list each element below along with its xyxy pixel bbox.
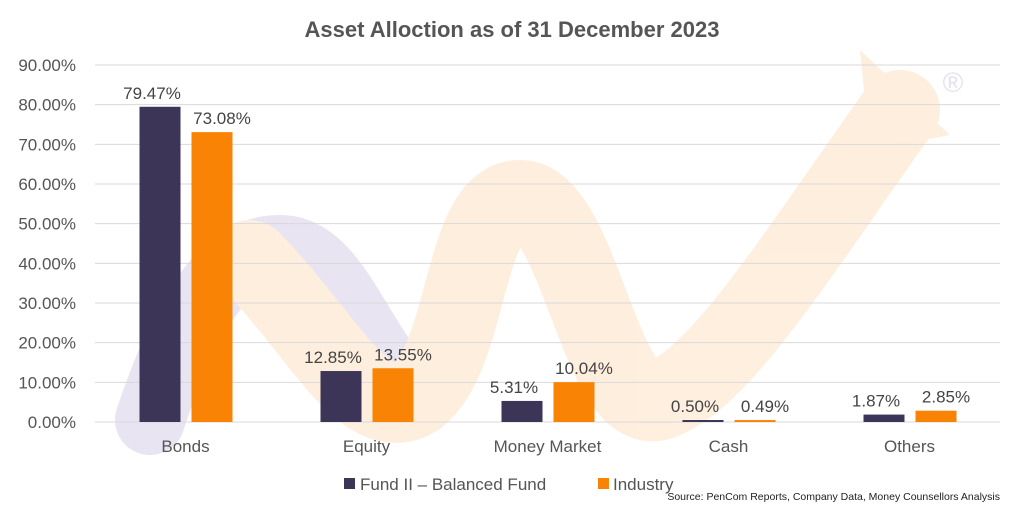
- y-tick-label: 30.00%: [18, 294, 76, 313]
- bar-industry-cash: [734, 420, 776, 422]
- legend-label-industry: Industry: [613, 475, 674, 494]
- legend-label-fund: Fund II – Balanced Fund: [360, 475, 546, 494]
- x-tick-label: Others: [884, 437, 935, 456]
- source-note: Source: PenCom Reports, Company Data, Mo…: [667, 491, 1000, 503]
- x-tick-label: Bonds: [161, 437, 209, 456]
- bar-industry-money-market: [553, 382, 595, 422]
- x-tick-label: Money Market: [494, 437, 602, 456]
- y-tick-label: 70.00%: [18, 135, 76, 154]
- x-tick-label: Cash: [709, 437, 749, 456]
- y-tick-label: 60.00%: [18, 175, 76, 194]
- bar-industry-equity: [372, 368, 414, 422]
- bar-fund-equity: [320, 371, 362, 422]
- data-label: 0.49%: [741, 397, 789, 416]
- data-label: 13.55%: [374, 345, 432, 364]
- y-tick-label: 80.00%: [18, 96, 76, 115]
- bar-fund-cash: [682, 420, 724, 422]
- data-label: 79.47%: [123, 84, 181, 103]
- legend-swatch-industry: [598, 478, 609, 489]
- bar-industry-bonds: [191, 132, 233, 422]
- bar-fund-others: [863, 414, 905, 422]
- data-label: 5.31%: [490, 378, 538, 397]
- bar-industry-others: [915, 410, 957, 422]
- data-label: 0.50%: [671, 397, 719, 416]
- y-tick-label: 0.00%: [28, 413, 76, 432]
- x-tick-label: Equity: [343, 437, 391, 456]
- registered-mark: ®: [943, 67, 964, 98]
- legend: Fund II – Balanced Fund Industry: [344, 475, 674, 494]
- legend-swatch-fund: [344, 478, 355, 489]
- chart-title: Asset Alloction as of 31 December 2023: [305, 17, 720, 42]
- data-label: 12.85%: [304, 348, 362, 367]
- bar-fund-money-market: [501, 400, 543, 422]
- y-tick-label: 20.00%: [18, 334, 76, 353]
- bar-fund-bonds: [139, 106, 181, 423]
- y-tick-label: 90.00%: [18, 56, 76, 75]
- y-tick-label: 40.00%: [18, 254, 76, 273]
- data-label: 73.08%: [193, 109, 251, 128]
- y-tick-label: 10.00%: [18, 373, 76, 392]
- data-label: 2.85%: [922, 388, 970, 407]
- data-label: 1.87%: [852, 392, 900, 411]
- y-tick-label: 50.00%: [18, 215, 76, 234]
- data-label: 10.04%: [555, 359, 613, 378]
